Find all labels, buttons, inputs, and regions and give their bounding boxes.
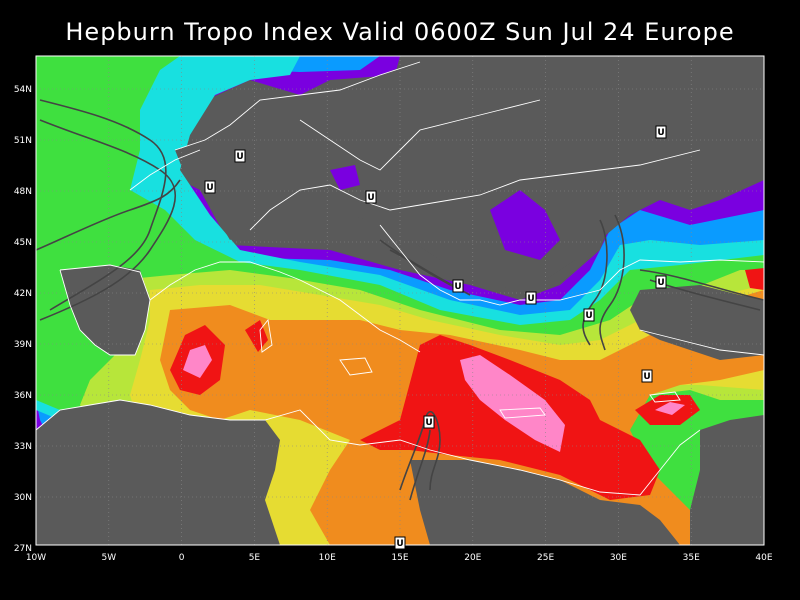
contour-line xyxy=(409,429,431,501)
upper-low-marker: U xyxy=(655,275,667,289)
upper-low-marker: U xyxy=(365,190,377,204)
lat-tick-label: 27N xyxy=(14,544,32,554)
longitude-tick-labels: 10W 5W 0 5E 10E 15E 20E 25E 30E 35E 40E xyxy=(26,553,773,563)
svg-text:U: U xyxy=(643,372,650,382)
upper-low-marker: U xyxy=(234,149,246,163)
band-pink-levant xyxy=(655,402,685,415)
contour-line xyxy=(399,411,441,491)
lon-tick-label: 5W xyxy=(101,553,116,563)
svg-text:U: U xyxy=(454,282,461,292)
lat-tick-label: 42N xyxy=(14,289,32,299)
land-africa-west xyxy=(36,400,280,545)
land-middle-east xyxy=(690,415,764,545)
svg-text:U: U xyxy=(657,278,664,288)
island-cyprus xyxy=(649,391,681,403)
land-africa-east xyxy=(410,460,680,545)
contour-line xyxy=(582,219,608,346)
contour-line xyxy=(39,99,167,311)
upper-low-marker: U xyxy=(655,125,667,139)
island-crete xyxy=(499,407,546,419)
coastline xyxy=(639,329,764,356)
svg-text:U: U xyxy=(236,152,243,162)
svg-text:U: U xyxy=(585,311,592,321)
coastline xyxy=(174,61,421,151)
svg-text:U: U xyxy=(425,418,432,428)
grid xyxy=(36,56,764,545)
lon-tick-label: 5E xyxy=(249,553,261,563)
band-red-east-edge xyxy=(745,268,764,290)
contour-line xyxy=(389,249,461,291)
svg-text:U: U xyxy=(367,193,374,203)
island-sardinia xyxy=(259,318,273,353)
contour-line xyxy=(36,179,181,251)
island-sicily xyxy=(339,357,373,376)
land-europe xyxy=(175,56,764,290)
coastlines xyxy=(36,61,764,496)
lat-tick-label: 30N xyxy=(14,493,32,503)
latitude-tick-labels: 54N 51N 48N 45N 42N 39N 36N 33N 30N 27N xyxy=(14,85,32,554)
lon-tick-label: 20E xyxy=(464,553,481,563)
coastline xyxy=(36,399,701,496)
lat-tick-label: 39N xyxy=(14,340,32,350)
upper-low-marker: U xyxy=(641,369,653,383)
lat-tick-label: 48N xyxy=(14,187,32,197)
lon-tick-label: 35E xyxy=(683,553,700,563)
border xyxy=(249,149,701,231)
lon-tick-label: 40E xyxy=(755,553,772,563)
lat-tick-label: 36N xyxy=(14,391,32,401)
lon-tick-label: 10E xyxy=(319,553,336,563)
lon-tick-label: 10W xyxy=(26,553,46,563)
upper-low-marker: U xyxy=(525,291,537,305)
lat-tick-label: 33N xyxy=(14,442,32,452)
lat-tick-label: 51N xyxy=(14,136,32,146)
u-markers: U U U U U U U U U U U xyxy=(204,125,667,550)
band-pink-west xyxy=(183,345,212,378)
contours xyxy=(36,99,764,501)
lon-tick-label: 15E xyxy=(391,553,408,563)
upper-low-marker: U xyxy=(423,415,435,429)
coastline xyxy=(129,149,201,191)
band-red-tyrr xyxy=(245,320,268,352)
coastline xyxy=(59,264,151,356)
lon-tick-label: 30E xyxy=(610,553,627,563)
land-europe-hole-purple-1 xyxy=(490,190,560,260)
upper-low-marker: U xyxy=(204,180,216,194)
lat-tick-label: 45N xyxy=(14,238,32,248)
coastline xyxy=(149,261,421,353)
coastline xyxy=(379,224,764,306)
svg-text:U: U xyxy=(527,294,534,304)
contour-line xyxy=(39,119,177,321)
land-europe-hole-purple-2 xyxy=(330,165,360,190)
contour-line xyxy=(599,214,625,351)
svg-text:U: U xyxy=(206,183,213,193)
lon-tick-label: 0 xyxy=(179,553,185,563)
lat-tick-label: 54N xyxy=(14,85,32,95)
land-anatolia xyxy=(630,285,764,360)
band-pink-east xyxy=(460,355,565,452)
map-title: Hepburn Tropo Index Valid 0600Z Sun Jul … xyxy=(65,18,735,46)
border xyxy=(299,99,541,171)
upper-low-marker: U xyxy=(583,308,595,322)
upper-low-marker: U xyxy=(394,536,406,550)
contour-line xyxy=(639,269,764,301)
svg-text:U: U xyxy=(396,539,403,549)
lon-tick-label: 25E xyxy=(537,553,554,563)
svg-text:U: U xyxy=(657,128,664,138)
upper-low-marker: U xyxy=(452,279,464,293)
